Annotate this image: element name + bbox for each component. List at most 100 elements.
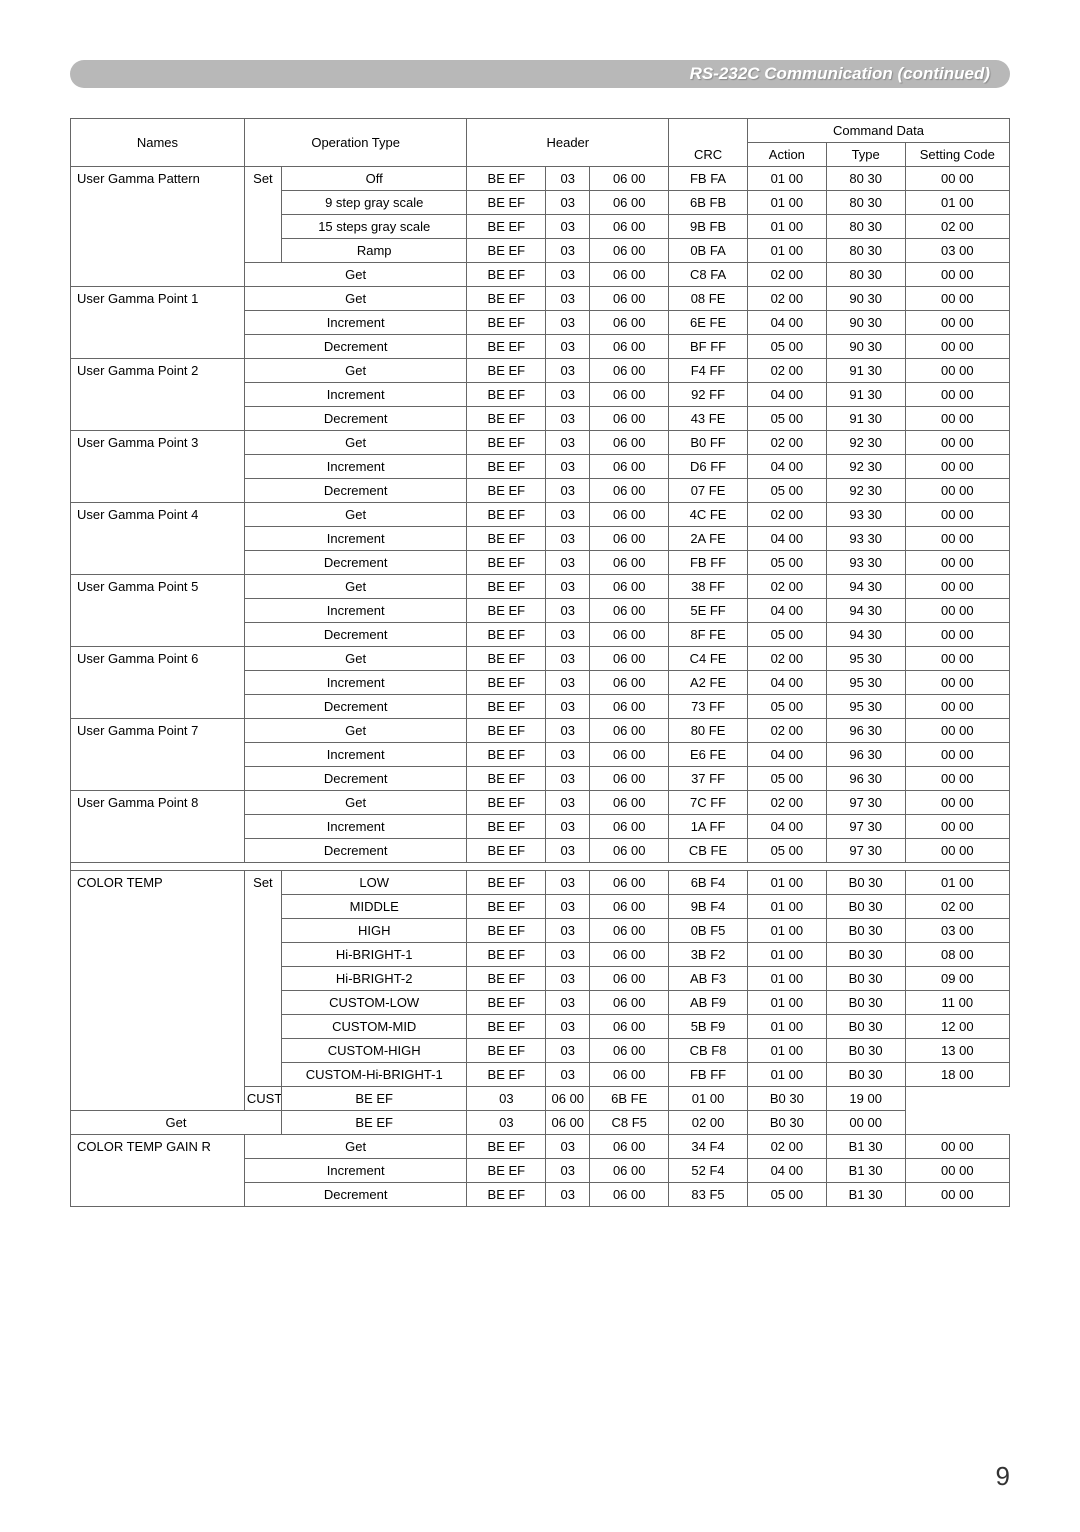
cell-h2: 03: [546, 551, 590, 575]
cell-act: 01 00: [747, 1039, 826, 1063]
cell-act: 02 00: [747, 503, 826, 527]
cell-type: B0 30: [826, 895, 905, 919]
cell-operation: Decrement: [244, 695, 467, 719]
cell-crc: 9B FB: [669, 215, 748, 239]
cell-h1: BE EF: [467, 919, 546, 943]
cell-type: 96 30: [826, 719, 905, 743]
cell-type: 80 30: [826, 191, 905, 215]
cell-h2: 03: [546, 791, 590, 815]
cell-operation: Decrement: [244, 479, 467, 503]
cell-code: 00 00: [905, 695, 1009, 719]
table-head: Names Operation Type Header CRC Command …: [71, 119, 1010, 167]
cell-code: 19 00: [826, 1087, 905, 1111]
cell-act: 04 00: [747, 383, 826, 407]
cell-act: 05 00: [747, 479, 826, 503]
cell-operation: HIGH: [281, 919, 466, 943]
cell-name: COLOR TEMP GAIN R: [71, 1135, 245, 1207]
cell-act: 05 00: [747, 695, 826, 719]
cell-h1: BE EF: [467, 263, 546, 287]
cell-h3: 06 00: [590, 455, 669, 479]
cell-type: B0 30: [826, 991, 905, 1015]
cell-type: 80 30: [826, 263, 905, 287]
cell-act: 05 00: [747, 335, 826, 359]
cell-operation: CUSTOM-Hi-BRIGHT-1: [281, 1063, 466, 1087]
cell-h2: 03: [546, 383, 590, 407]
cell-h2: 03: [546, 695, 590, 719]
cell-h2: 03: [546, 815, 590, 839]
cell-operation: Get: [244, 647, 467, 671]
cell-type: 94 30: [826, 623, 905, 647]
cell-h1: BE EF: [467, 719, 546, 743]
cell-h3: 06 00: [590, 167, 669, 191]
cell-act: 02 00: [747, 575, 826, 599]
cell-code: 09 00: [905, 967, 1009, 991]
cell-operation: Increment: [244, 815, 467, 839]
cell-name: User Gamma Point 1: [71, 287, 245, 359]
cell-h3: 06 00: [590, 1015, 669, 1039]
cell-h2: 03: [546, 335, 590, 359]
cell-act: 02 00: [747, 647, 826, 671]
cell-h1: BE EF: [281, 1087, 466, 1111]
col-type: Type: [826, 143, 905, 167]
cell-crc: 9B F4: [669, 895, 748, 919]
cell-crc: 80 FE: [669, 719, 748, 743]
cell-h2: 03: [546, 943, 590, 967]
cell-h3: 06 00: [546, 1111, 590, 1135]
cell-act: 04 00: [747, 599, 826, 623]
cell-type: B0 30: [826, 943, 905, 967]
cell-h2: 03: [546, 895, 590, 919]
cell-h3: 06 00: [590, 503, 669, 527]
cell-act: 05 00: [747, 407, 826, 431]
cell-h2: 03: [546, 671, 590, 695]
cell-type: 97 30: [826, 791, 905, 815]
cell-h1: BE EF: [467, 1039, 546, 1063]
cell-act: 01 00: [747, 1063, 826, 1087]
table-row: User Gamma Point 3GetBE EF0306 00B0 FF02…: [71, 431, 1010, 455]
cell-operation: 9 step gray scale: [281, 191, 466, 215]
cell-h1: BE EF: [467, 943, 546, 967]
cell-code: 08 00: [905, 943, 1009, 967]
cell-operation: 15 steps gray scale: [281, 215, 466, 239]
cell-h2: 03: [546, 647, 590, 671]
cell-h2: 03: [546, 1039, 590, 1063]
cell-h3: 06 00: [590, 239, 669, 263]
cell-h1: BE EF: [467, 287, 546, 311]
cell-act: 01 00: [747, 167, 826, 191]
cell-code: 03 00: [905, 239, 1009, 263]
cell-h1: BE EF: [467, 599, 546, 623]
cell-act: 01 00: [747, 191, 826, 215]
cell-type: 90 30: [826, 311, 905, 335]
cell-crc: F4 FF: [669, 359, 748, 383]
cell-code: 00 00: [905, 335, 1009, 359]
cell-h3: 06 00: [590, 1183, 669, 1207]
cell-h3: 06 00: [590, 967, 669, 991]
cell-h2: 03: [546, 743, 590, 767]
cell-h3: 06 00: [590, 1159, 669, 1183]
cell-crc: C8 F5: [590, 1111, 669, 1135]
cell-operation: Get: [244, 359, 467, 383]
cell-type: B0 30: [826, 919, 905, 943]
cell-type: B0 30: [826, 871, 905, 895]
cell-act: 01 00: [669, 1087, 748, 1111]
cell-act: 02 00: [747, 719, 826, 743]
cell-code: 11 00: [905, 991, 1009, 1015]
cell-h3: 06 00: [590, 575, 669, 599]
col-command-data: Command Data: [747, 119, 1009, 143]
cell-h1: BE EF: [467, 383, 546, 407]
table-row: User Gamma Point 1GetBE EF0306 0008 FE02…: [71, 287, 1010, 311]
cell-operation: Off: [281, 167, 466, 191]
cell-operation: MIDDLE: [281, 895, 466, 919]
cell-crc: E6 FE: [669, 743, 748, 767]
cell-name: User Gamma Point 6: [71, 647, 245, 719]
cell-act: 02 00: [747, 1135, 826, 1159]
cell-h1: BE EF: [467, 1183, 546, 1207]
cell-crc: 5B F9: [669, 1015, 748, 1039]
cell-type: B0 30: [826, 1063, 905, 1087]
cell-h3: 06 00: [546, 1087, 590, 1111]
cell-crc: B0 FF: [669, 431, 748, 455]
cell-act: 02 00: [747, 359, 826, 383]
cell-h2: 03: [546, 527, 590, 551]
cell-operation: Increment: [244, 455, 467, 479]
cell-operation: Increment: [244, 383, 467, 407]
cell-crc: 6B FB: [669, 191, 748, 215]
